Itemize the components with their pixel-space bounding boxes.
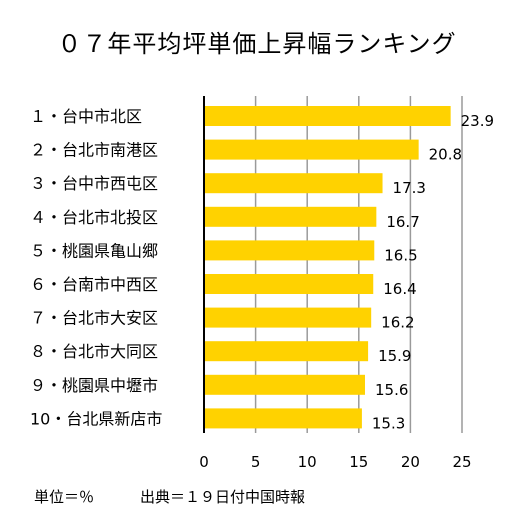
- category-label: ６・台南市中西区: [30, 275, 158, 294]
- bar: [204, 240, 375, 261]
- bar: [204, 408, 362, 429]
- data-label: 16.7: [386, 213, 419, 231]
- bars: [204, 106, 451, 429]
- bar: [204, 374, 365, 395]
- labels: 0 5 10 15 20 25 １・台中市北区 23.9 ２・台北市南港区 20.8 ３・台中市西屯…: [30, 107, 494, 471]
- data-label: 16.2: [381, 314, 414, 332]
- data-label: 23.9: [461, 112, 494, 130]
- category-label: ３・台中市西屯区: [30, 174, 158, 193]
- data-label: 15.6: [375, 381, 408, 399]
- bar: [204, 206, 377, 227]
- bar: [204, 274, 374, 294]
- category-label: ４・台北市北投区: [30, 208, 158, 227]
- data-label: 17.3: [393, 179, 426, 197]
- category-label: ７・台北市大安区: [30, 309, 158, 328]
- source-note: 出典＝１９日付中国時報: [140, 488, 306, 506]
- category-label: ８・台北市大同区: [30, 342, 158, 361]
- bar: [204, 307, 372, 328]
- x-tick-label: 15: [349, 453, 368, 471]
- category-label: ２・台北市南港区: [30, 141, 158, 160]
- bar: [204, 173, 383, 194]
- bar: [204, 139, 419, 160]
- data-label: 15.3: [372, 414, 405, 432]
- category-label: 10・台北県新店市: [30, 409, 162, 428]
- x-tick-label: 25: [452, 453, 471, 471]
- data-label: 16.5: [384, 246, 417, 264]
- bar: [204, 341, 369, 362]
- x-tick-label: 0: [199, 453, 209, 471]
- category-label: ９・桃園県中壢市: [30, 376, 158, 395]
- x-tick-label: 10: [298, 453, 317, 471]
- unit-note: 単位＝％: [34, 488, 95, 506]
- category-label: ５・桃園県亀山郷: [30, 241, 158, 260]
- data-label: 15.9: [378, 347, 411, 365]
- chart-title: ０７年平均坪単価上昇幅ランキング: [57, 30, 457, 58]
- data-label: 16.4: [383, 280, 416, 298]
- x-tick-label: 20: [401, 453, 420, 471]
- data-label: 20.8: [429, 146, 462, 164]
- x-tick-label: 5: [251, 453, 261, 471]
- category-label: １・台中市北区: [30, 107, 142, 126]
- bar: [204, 106, 451, 126]
